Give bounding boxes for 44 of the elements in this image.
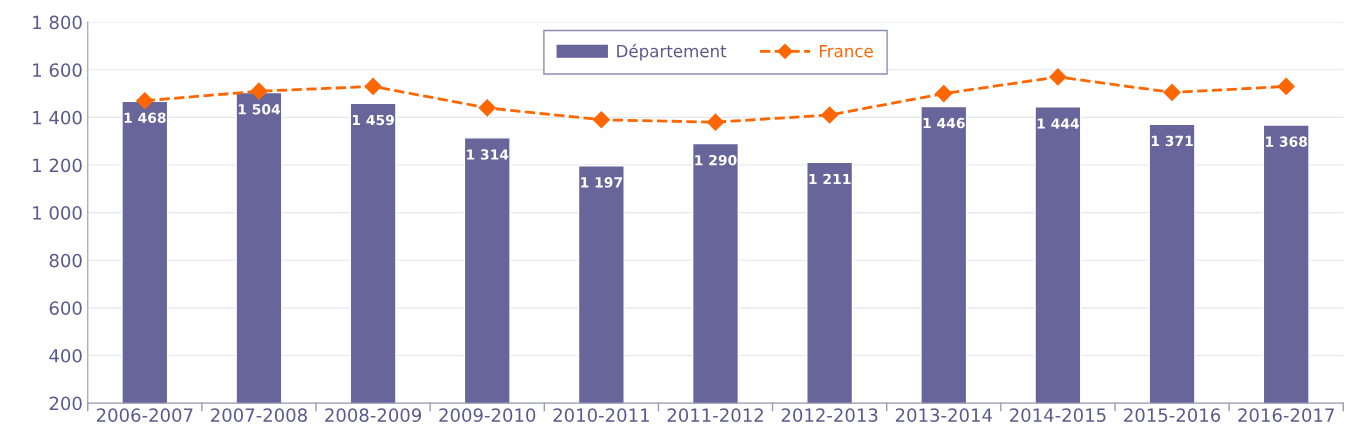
y-tick-label: 1 200 xyxy=(33,158,82,173)
y-tick-label: 1 800 xyxy=(33,15,82,30)
point xyxy=(935,85,953,103)
point xyxy=(1163,83,1181,101)
point xyxy=(478,99,496,117)
point xyxy=(821,106,839,124)
point xyxy=(136,92,154,110)
point xyxy=(1049,68,1067,86)
x-tick-label: 2012-2013 xyxy=(781,408,878,422)
x-tick-label: 2014-2015 xyxy=(1010,408,1106,422)
y-tick-label: 600 xyxy=(49,301,82,315)
x-tick-label: 2006-2007 xyxy=(96,408,193,422)
data-label: 1 211 xyxy=(809,173,851,185)
point xyxy=(592,111,610,129)
data-label: 1 468 xyxy=(124,112,166,124)
y-tick-label: 1 600 xyxy=(33,63,82,77)
x-tick-label: 2015-2016 xyxy=(1124,408,1221,422)
data-label: 1 314 xyxy=(467,149,509,160)
data-label: 1 504 xyxy=(238,103,281,115)
x-tick-label: 2016-2017 xyxy=(1238,408,1334,422)
y-tick-label: 400 xyxy=(49,348,82,363)
data-label: 1 290 xyxy=(695,154,737,166)
legend-label: Département xyxy=(617,43,727,61)
data-label: 1 444 xyxy=(1037,118,1080,129)
legend-label: France xyxy=(819,45,873,58)
point xyxy=(364,77,382,95)
x-tick-label: 2008-2009 xyxy=(325,408,422,422)
x-tick-label: 2009-2010 xyxy=(439,408,536,422)
y-tick-label: 1 400 xyxy=(33,110,82,125)
x-tick-label: 2010-2011 xyxy=(553,408,649,422)
data-label: 1 459 xyxy=(352,114,394,126)
data-label: 1 197 xyxy=(581,177,622,188)
point xyxy=(706,113,725,131)
data-label: 1 446 xyxy=(923,117,965,129)
y-tick-label: 800 xyxy=(49,253,82,268)
data-label: 1 368 xyxy=(1266,136,1308,147)
data-label: 1 371 xyxy=(1151,135,1193,147)
point xyxy=(250,82,268,100)
y-tick-label: 1 000 xyxy=(33,206,82,220)
point xyxy=(1277,77,1295,95)
x-tick-label: 2011-2012 xyxy=(667,408,763,422)
x-tick-label: 2007-2008 xyxy=(211,408,307,422)
x-tick-label: 2013-2014 xyxy=(895,408,992,422)
y-tick-label: 200 xyxy=(49,396,82,411)
